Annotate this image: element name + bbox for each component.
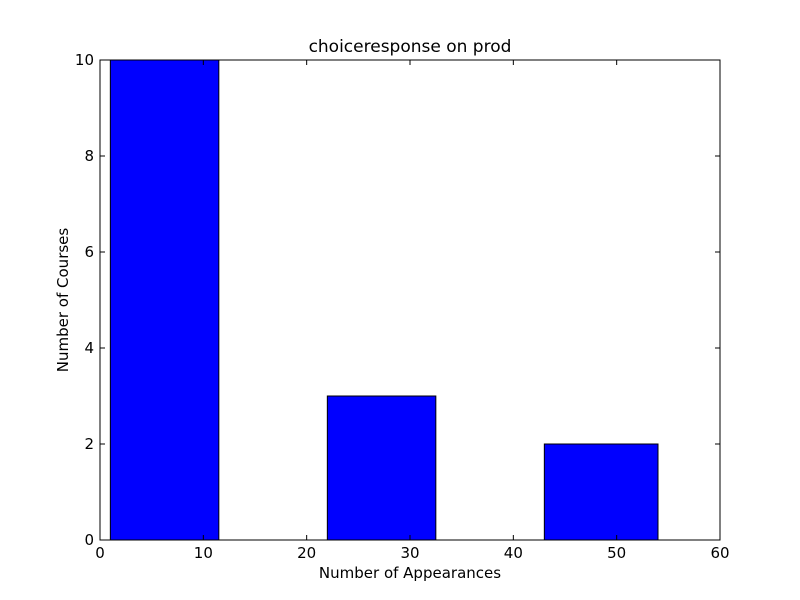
y-axis-label: Number of Courses (54, 228, 72, 373)
bar-1 (326, 395, 437, 541)
y-tick-label: 8 (84, 147, 94, 165)
bar-2 (543, 443, 659, 541)
chart-title: choiceresponse on prod (309, 37, 512, 57)
y-tick-label: 4 (84, 339, 94, 357)
bars-group (109, 59, 659, 541)
ticks-group: 0 10 20 30 40 50 60 0 2 4 6 8 10 (75, 51, 730, 562)
x-tick-label: 0 (95, 544, 105, 562)
y-tick-label: 10 (75, 51, 94, 69)
x-tick-label: 40 (504, 544, 523, 562)
x-tick-label: 10 (194, 544, 213, 562)
y-tick-label: 0 (84, 531, 94, 549)
x-tick-label: 60 (710, 544, 729, 562)
x-axis-label: Number of Appearances (319, 564, 501, 582)
x-tick-label: 50 (607, 544, 626, 562)
y-tick-label: 2 (84, 435, 94, 453)
x-tick-label: 20 (297, 544, 316, 562)
y-tick-label: 6 (84, 243, 94, 261)
bar-0 (109, 59, 220, 541)
x-tick-label: 30 (400, 544, 419, 562)
